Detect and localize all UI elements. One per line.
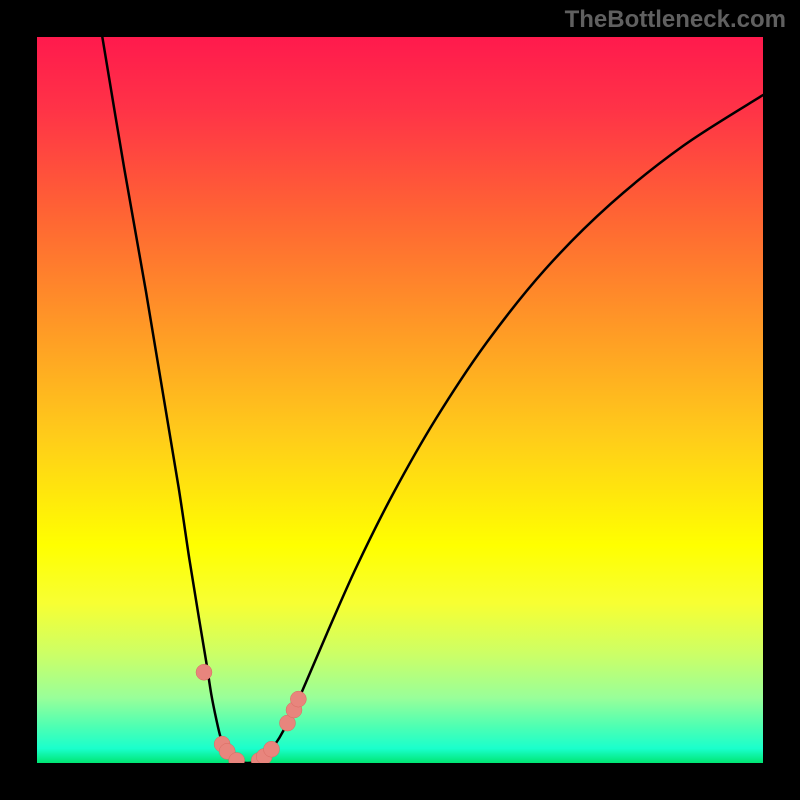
- data-marker: [229, 752, 245, 768]
- curve-overlay: [0, 0, 800, 800]
- bottleneck-curve: [102, 37, 763, 763]
- data-marker: [264, 741, 280, 757]
- chart-container: TheBottleneck.com: [0, 0, 800, 800]
- watermark-label: TheBottleneck.com: [565, 6, 786, 34]
- data-marker: [196, 664, 212, 680]
- data-marker: [290, 691, 306, 707]
